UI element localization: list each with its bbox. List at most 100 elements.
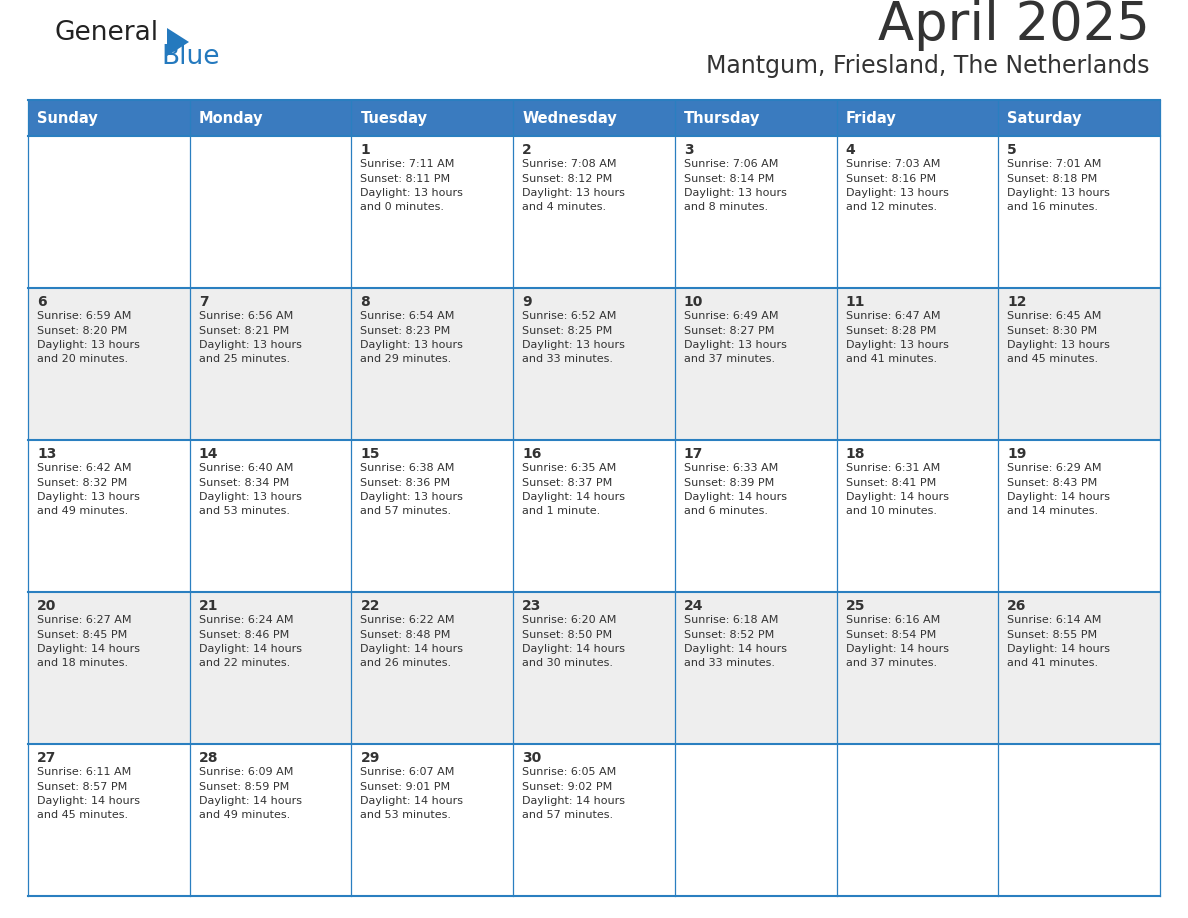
Text: Sunset: 8:57 PM: Sunset: 8:57 PM [37,781,127,791]
Text: and 57 minutes.: and 57 minutes. [360,507,451,517]
Bar [836,100,998,136]
Text: and 16 minutes.: and 16 minutes. [1007,203,1098,212]
Bar [190,440,352,592]
Bar [513,592,675,744]
Text: and 37 minutes.: and 37 minutes. [846,658,936,668]
Text: Daylight: 13 hours: Daylight: 13 hours [684,340,786,350]
Text: Sunset: 8:41 PM: Sunset: 8:41 PM [846,477,936,487]
Text: 23: 23 [523,599,542,613]
Text: Sunrise: 6:40 AM: Sunrise: 6:40 AM [198,463,293,473]
Text: and 10 minutes.: and 10 minutes. [846,507,936,517]
Text: and 33 minutes.: and 33 minutes. [523,354,613,364]
Text: Daylight: 13 hours: Daylight: 13 hours [846,188,948,198]
Text: Sunrise: 6:16 AM: Sunrise: 6:16 AM [846,615,940,625]
Bar [352,592,513,744]
Text: Sunrise: 7:11 AM: Sunrise: 7:11 AM [360,159,455,169]
Text: Sunrise: 6:14 AM: Sunrise: 6:14 AM [1007,615,1101,625]
Text: and 37 minutes.: and 37 minutes. [684,354,775,364]
Text: Sunset: 8:54 PM: Sunset: 8:54 PM [846,630,936,640]
Text: Sunset: 8:39 PM: Sunset: 8:39 PM [684,477,775,487]
Text: Sunrise: 6:54 AM: Sunrise: 6:54 AM [360,311,455,321]
Text: 18: 18 [846,447,865,461]
Bar [998,440,1159,592]
Text: and 53 minutes.: and 53 minutes. [360,811,451,821]
Bar [998,592,1159,744]
Bar [29,440,190,592]
Text: Sunrise: 7:08 AM: Sunrise: 7:08 AM [523,159,617,169]
Text: 4: 4 [846,143,855,157]
Text: 14: 14 [198,447,219,461]
Bar [836,592,998,744]
Text: Sunrise: 6:31 AM: Sunrise: 6:31 AM [846,463,940,473]
Text: Daylight: 14 hours: Daylight: 14 hours [37,644,140,654]
Text: Daylight: 14 hours: Daylight: 14 hours [37,796,140,806]
Text: and 41 minutes.: and 41 minutes. [1007,658,1099,668]
Text: Monday: Monday [198,110,264,126]
Text: Sunset: 8:36 PM: Sunset: 8:36 PM [360,477,450,487]
Bar [675,136,836,288]
Text: Daylight: 14 hours: Daylight: 14 hours [846,492,948,502]
Text: and 57 minutes.: and 57 minutes. [523,811,613,821]
Text: Daylight: 13 hours: Daylight: 13 hours [523,340,625,350]
Text: Sunrise: 6:18 AM: Sunrise: 6:18 AM [684,615,778,625]
Text: Sunrise: 6:20 AM: Sunrise: 6:20 AM [523,615,617,625]
Bar [675,744,836,896]
Text: Daylight: 14 hours: Daylight: 14 hours [198,644,302,654]
Text: Blue: Blue [162,44,220,70]
Text: 16: 16 [523,447,542,461]
Text: and 25 minutes.: and 25 minutes. [198,354,290,364]
Text: Sunset: 8:12 PM: Sunset: 8:12 PM [523,174,612,184]
Text: April 2025: April 2025 [878,0,1150,51]
Text: Sunset: 8:18 PM: Sunset: 8:18 PM [1007,174,1098,184]
Bar [513,100,675,136]
Text: 28: 28 [198,751,219,765]
Text: 21: 21 [198,599,219,613]
Text: Sunrise: 6:24 AM: Sunrise: 6:24 AM [198,615,293,625]
Text: Friday: Friday [846,110,896,126]
Bar [513,440,675,592]
Text: Daylight: 14 hours: Daylight: 14 hours [1007,644,1111,654]
Text: Daylight: 13 hours: Daylight: 13 hours [846,340,948,350]
Text: Sunset: 8:55 PM: Sunset: 8:55 PM [1007,630,1098,640]
Text: Sunset: 8:34 PM: Sunset: 8:34 PM [198,477,289,487]
Bar [29,100,190,136]
Text: Daylight: 14 hours: Daylight: 14 hours [846,644,948,654]
Text: 2: 2 [523,143,532,157]
Text: Sunset: 8:37 PM: Sunset: 8:37 PM [523,477,612,487]
Text: Sunset: 8:21 PM: Sunset: 8:21 PM [198,326,289,335]
Text: Daylight: 14 hours: Daylight: 14 hours [684,492,786,502]
Text: Sunrise: 6:29 AM: Sunrise: 6:29 AM [1007,463,1101,473]
Text: Sunset: 9:01 PM: Sunset: 9:01 PM [360,781,450,791]
Bar [836,440,998,592]
Bar [29,288,190,440]
Text: Sunrise: 6:52 AM: Sunrise: 6:52 AM [523,311,617,321]
Text: Daylight: 14 hours: Daylight: 14 hours [523,796,625,806]
Text: Sunset: 8:59 PM: Sunset: 8:59 PM [198,781,289,791]
Text: Daylight: 13 hours: Daylight: 13 hours [1007,188,1110,198]
Text: 24: 24 [684,599,703,613]
Text: Wednesday: Wednesday [523,110,617,126]
Text: Sunset: 8:20 PM: Sunset: 8:20 PM [37,326,127,335]
Text: Sunrise: 6:59 AM: Sunrise: 6:59 AM [37,311,132,321]
Bar [836,288,998,440]
Bar [352,744,513,896]
Text: Sunset: 9:02 PM: Sunset: 9:02 PM [523,781,612,791]
Text: Daylight: 13 hours: Daylight: 13 hours [360,188,463,198]
Text: Sunrise: 6:33 AM: Sunrise: 6:33 AM [684,463,778,473]
Text: 3: 3 [684,143,694,157]
Bar [352,440,513,592]
Bar [190,100,352,136]
Text: Sunrise: 6:11 AM: Sunrise: 6:11 AM [37,767,131,777]
Bar [190,592,352,744]
Text: Sunrise: 7:03 AM: Sunrise: 7:03 AM [846,159,940,169]
Text: Sunset: 8:14 PM: Sunset: 8:14 PM [684,174,775,184]
Text: Daylight: 13 hours: Daylight: 13 hours [684,188,786,198]
Text: and 41 minutes.: and 41 minutes. [846,354,936,364]
Text: Daylight: 13 hours: Daylight: 13 hours [1007,340,1110,350]
Bar [190,136,352,288]
Text: Sunrise: 6:35 AM: Sunrise: 6:35 AM [523,463,617,473]
Text: Sunset: 8:23 PM: Sunset: 8:23 PM [360,326,450,335]
Text: 7: 7 [198,295,208,309]
Bar [675,288,836,440]
Bar [998,744,1159,896]
